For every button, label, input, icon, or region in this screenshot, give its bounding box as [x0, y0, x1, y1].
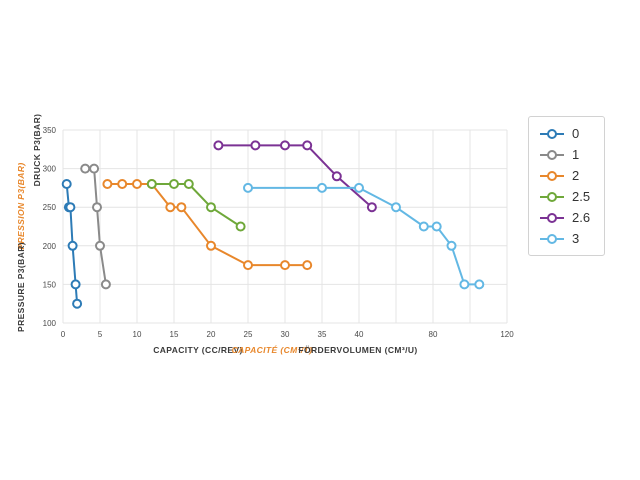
series-3-marker — [243, 182, 253, 193]
series-2.5-marker — [235, 221, 246, 232]
legend-label: 2.5 — [572, 189, 591, 204]
series-2-marker — [132, 179, 142, 189]
legend-item-3[interactable]: 3 — [539, 230, 590, 247]
series-3-marker — [459, 279, 470, 290]
series-3-marker — [391, 202, 401, 213]
legend-label: 3 — [572, 231, 580, 246]
legend-marker-icon — [540, 128, 564, 139]
series-1-marker — [95, 240, 105, 251]
chart-legend: 0 1 2 2.5 2.6 3 — [528, 116, 606, 256]
y-tick-label: 150 — [43, 280, 57, 289]
legend-marker-icon — [540, 212, 564, 223]
series-2.6-line — [217, 144, 373, 209]
legend-item-2.6[interactable]: 2.6 — [539, 209, 590, 226]
x-axis-title-de: FÖRDERVOLUMEN (CM³/U) — [298, 345, 417, 355]
series-3-marker — [418, 221, 429, 232]
series-2-marker — [280, 260, 290, 271]
legend-marker-icon — [540, 233, 564, 244]
series-3-marker — [446, 240, 457, 251]
series-2.6-marker — [280, 140, 290, 151]
x-tick-label: 20 — [207, 330, 216, 339]
y-axis-title-de: DRUCK P3(BAR) — [32, 114, 42, 187]
series-2-line — [106, 183, 309, 267]
series-2.5-marker — [183, 179, 194, 189]
series-2.5-marker — [206, 202, 216, 213]
legend-item-1[interactable]: 1 — [539, 146, 590, 163]
series-2-marker — [206, 240, 216, 251]
series-3-marker — [354, 182, 364, 193]
y-tick-label: 100 — [43, 319, 57, 328]
series-3-line — [247, 186, 481, 286]
x-axis-title-en: CAPACITY (CC/REV) — [153, 345, 243, 355]
series-2-marker — [243, 260, 253, 271]
x-tick-label: 0 — [61, 330, 66, 339]
x-tick-label: 80 — [429, 330, 438, 339]
grid — [62, 129, 508, 324]
series-0-marker — [65, 202, 76, 213]
x-tick-label: 15 — [170, 330, 179, 339]
series-1-marker — [89, 163, 100, 174]
series-1-line — [84, 167, 107, 286]
series-2.5-marker — [146, 179, 157, 189]
legend-marker-icon — [540, 191, 564, 202]
y-tick-label: 300 — [43, 165, 57, 174]
series-2.6-marker — [331, 171, 342, 182]
y-axis-title-en: PRESSURE P3(BAR) — [16, 242, 26, 332]
x-tick-label: 30 — [281, 330, 290, 339]
legend-label: 2.6 — [572, 210, 591, 225]
series-2-marker — [165, 202, 176, 213]
legend-item-0[interactable]: 0 — [539, 125, 590, 142]
x-tick-label: 5 — [98, 330, 103, 339]
y-tick-label: 200 — [43, 242, 57, 251]
series-3-marker — [317, 182, 327, 193]
series-1-marker — [100, 279, 111, 290]
series-1-marker — [92, 202, 102, 213]
legend-label: 0 — [572, 126, 580, 141]
series-layer — [61, 140, 485, 309]
series-3-marker — [474, 279, 485, 290]
series-1-marker — [80, 163, 91, 174]
legend-label: 2 — [572, 168, 580, 183]
series-0-marker — [70, 279, 81, 290]
series-2-marker — [117, 179, 128, 189]
y-tick-label: 350 — [43, 126, 57, 135]
series-2.6-marker — [302, 140, 313, 151]
series-2-marker — [176, 202, 187, 213]
series-2.6-marker — [250, 140, 261, 151]
legend-label: 1 — [572, 147, 580, 162]
x-tick-label: 35 — [318, 330, 327, 339]
axis-tick-labels: 0 5 10 15 20 25 30 35 40 80 120 100 150 200 250 300 350 — [43, 126, 515, 339]
series-2.5-marker — [169, 179, 179, 189]
x-axis-title: CAPACITY (CC/REV) CAPACITÉ (CM³/T) FÖRDE… — [153, 345, 417, 355]
series-0-marker — [61, 179, 72, 189]
legend-marker-icon — [540, 149, 564, 160]
legend-item-2.5[interactable]: 2.5 — [539, 188, 590, 205]
x-tick-label: 40 — [355, 330, 364, 339]
series-0-marker — [67, 240, 78, 251]
series-2-marker — [302, 260, 313, 271]
y-axis-title-fr: PRESSION P3(BAR) — [16, 162, 26, 249]
legend-item-2[interactable]: 2 — [539, 167, 590, 184]
x-tick-label: 120 — [500, 330, 514, 339]
x-axis-title-fr: CAPACITÉ (CM³/T) — [232, 345, 313, 355]
y-axis-title: DRUCK P3(BAR) PRESSION P3(BAR) PRESSURE … — [16, 114, 42, 332]
series-2.6-marker — [213, 140, 224, 151]
y-tick-label: 250 — [43, 203, 57, 212]
x-tick-label: 10 — [133, 330, 142, 339]
legend-marker-icon — [540, 170, 564, 181]
series-2.6-marker — [366, 202, 377, 213]
series-3-marker — [431, 221, 442, 232]
x-tick-label: 25 — [244, 330, 253, 339]
series-0-marker — [72, 298, 83, 309]
series-2.5-line — [150, 183, 242, 228]
series-2-marker — [102, 179, 113, 189]
